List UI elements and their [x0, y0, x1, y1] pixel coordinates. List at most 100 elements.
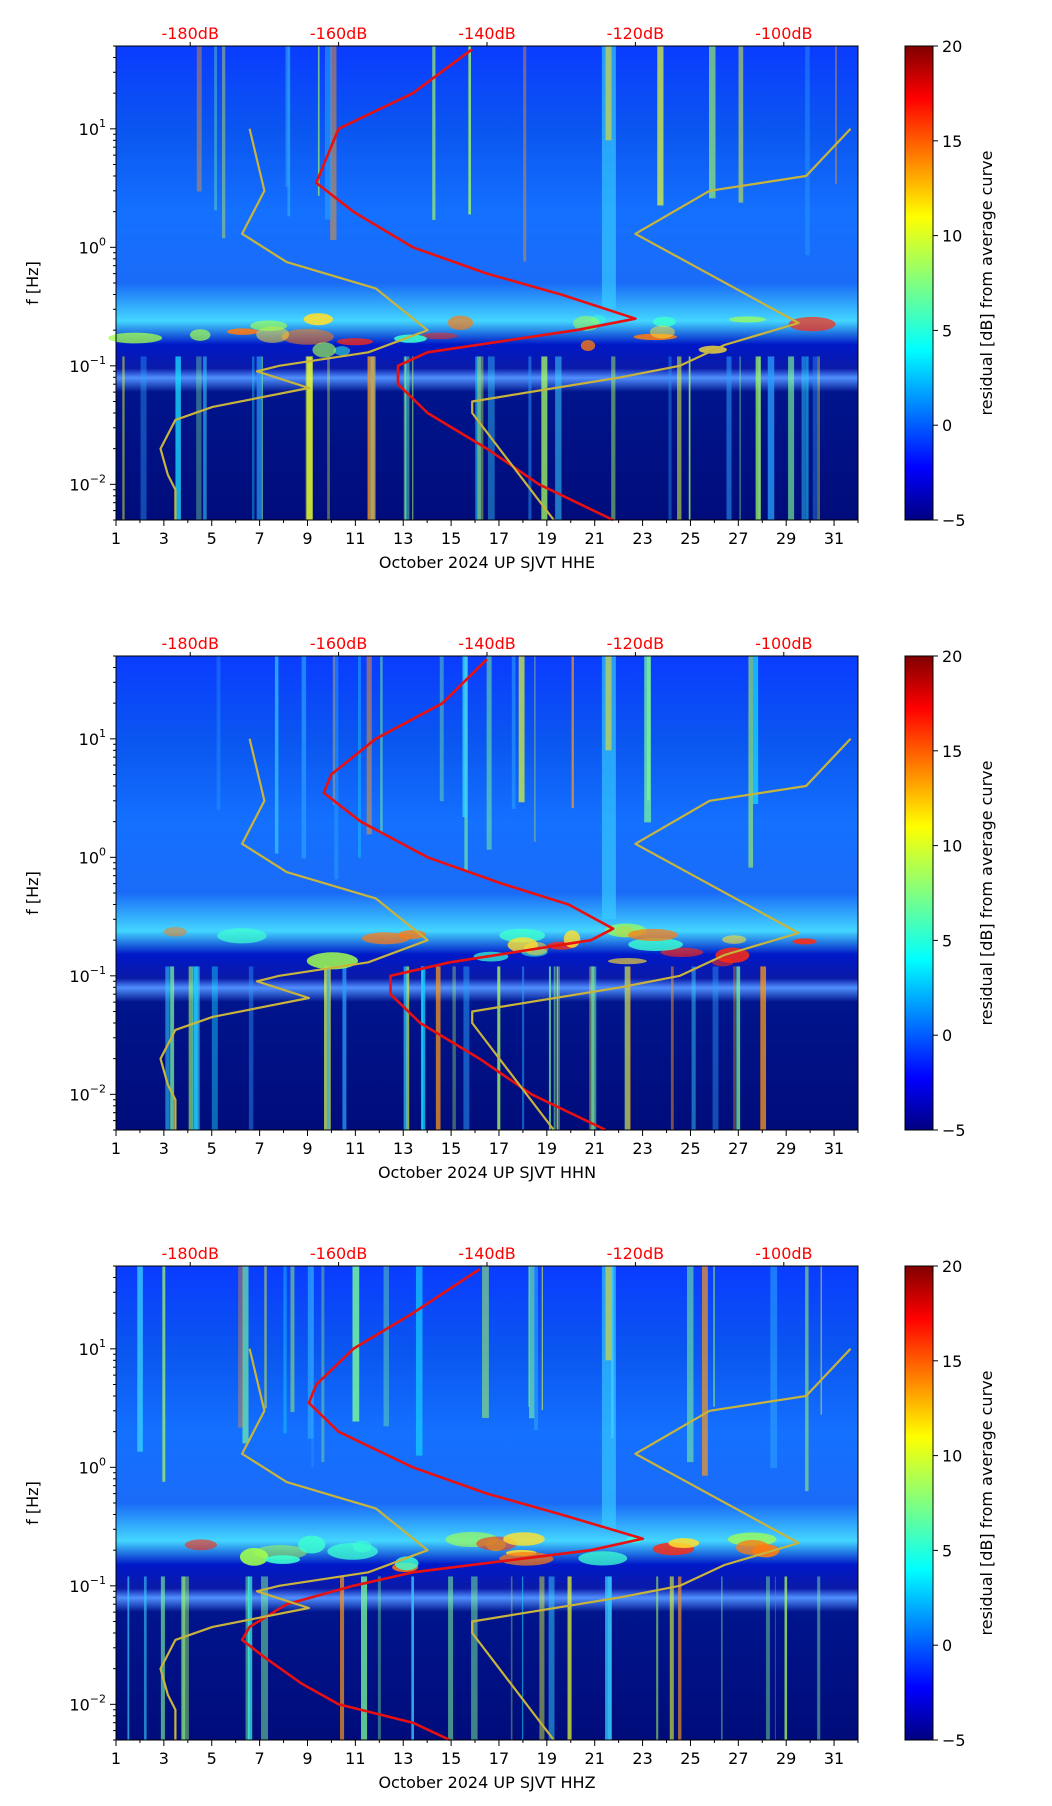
- spectrogram-streak: [411, 1576, 414, 1740]
- spectrogram-streak: [463, 966, 470, 1130]
- spectrogram-streak: [403, 356, 410, 520]
- y-tick-label: 10−1: [69, 964, 106, 986]
- colorbar-tick-label: −5: [942, 1731, 966, 1750]
- y-tick-exponent: 1: [99, 1337, 106, 1350]
- microseism-blob: [578, 1551, 628, 1566]
- y-tick-exponent: 0: [99, 235, 106, 248]
- colorbar-label: residual [dB] from average curve: [977, 761, 996, 1026]
- spectrogram-streak: [801, 356, 805, 520]
- spectrogram-streak: [448, 1576, 454, 1740]
- spectrogram-streak: [196, 356, 202, 520]
- colorbar: [904, 45, 934, 521]
- spectrogram-streak: [143, 1576, 147, 1740]
- spectrogram-streak: [160, 1576, 165, 1740]
- x-tick-label: 5: [207, 1749, 217, 1768]
- colorbar-tick-label: 10: [942, 1447, 962, 1466]
- spectrogram-streak: [211, 966, 218, 1130]
- spectrogram-streak: [548, 1576, 555, 1740]
- microseism-blob: [628, 937, 683, 952]
- microseism-blob: [792, 938, 817, 945]
- x-tick-label: 15: [441, 1749, 461, 1768]
- average-psd-curve: [240, 1268, 645, 1742]
- noise-model-curve: [159, 1348, 429, 1740]
- spectrogram-streak: [668, 356, 672, 520]
- colorbar-label: residual [dB] from average curve: [977, 151, 996, 416]
- y-tick-base: 10: [79, 1458, 99, 1477]
- noise-model-curve: [471, 128, 852, 521]
- spectrogram-streak: [368, 356, 375, 520]
- microseism-blob: [607, 958, 647, 965]
- x-tick-label: 29: [776, 529, 796, 548]
- y-axis-label: f [Hz]: [23, 871, 42, 915]
- spectrogram-streak: [361, 1576, 368, 1740]
- x-tick-label: 11: [345, 529, 365, 548]
- microseism-blob: [333, 346, 351, 356]
- spectrogram-streak: [726, 356, 732, 520]
- spectrogram-streak: [242, 1266, 249, 1444]
- spectrogram-streak: [521, 1576, 524, 1740]
- microseism-blob: [189, 329, 211, 341]
- spectrogram-streak: [770, 1266, 778, 1469]
- spectrogram-streak: [404, 356, 406, 520]
- spectrogram-streak: [321, 1266, 325, 1463]
- spectrogram-streak: [405, 356, 407, 520]
- top-db-tick-label: -180dB: [161, 634, 218, 653]
- y-tick-label: 100: [79, 845, 106, 867]
- microseism-blob: [711, 958, 734, 967]
- spectrogram-streak: [482, 1266, 489, 1418]
- spectrogram-streak: [311, 1266, 314, 1468]
- microseism-blob: [722, 935, 747, 944]
- spectrogram-streak: [367, 356, 370, 520]
- colorbar-tick-label: 5: [942, 1541, 952, 1560]
- y-tick-exponent: 0: [99, 1455, 106, 1468]
- y-tick-label: 100: [79, 235, 106, 257]
- spectrogram-streak: [820, 1266, 823, 1415]
- spectrogram-streak: [192, 966, 198, 1130]
- y-tick-exponent: 1: [99, 117, 106, 130]
- spectrogram-streak: [415, 1266, 423, 1456]
- microseism-blob: [668, 1538, 700, 1549]
- x-tick-label: 9: [302, 1139, 312, 1158]
- microseism-blob: [239, 1547, 269, 1566]
- spectrogram-streak: [624, 966, 631, 1130]
- x-tick-label: 7: [255, 1749, 265, 1768]
- x-tick-label: 1: [111, 1139, 121, 1158]
- y-axis-label: f [Hz]: [23, 1481, 42, 1525]
- microseism-blob: [265, 1555, 301, 1564]
- spectrogram-streak: [601, 656, 616, 920]
- colorbar-tick-label: 0: [942, 1636, 952, 1655]
- spectrogram-streak: [529, 1266, 535, 1419]
- x-axis-label: October 2024 UP SJVT HHZ: [378, 1773, 595, 1792]
- y-tick-exponent: 0: [99, 845, 106, 858]
- spectrogram-streak: [216, 656, 221, 811]
- spectrogram-streak: [196, 46, 202, 192]
- top-db-tick-label: -140dB: [458, 24, 515, 43]
- microseism-blob: [250, 320, 288, 332]
- spectrogram-streak: [539, 1576, 545, 1740]
- x-tick-label: 17: [489, 1139, 509, 1158]
- y-tick-label: 10−2: [69, 1692, 106, 1714]
- spectrogram-streak: [283, 1266, 287, 1434]
- spectrogram-streak: [324, 46, 332, 220]
- spectrogram-streak: [605, 46, 612, 141]
- x-tick-label: 3: [159, 1139, 169, 1158]
- y-tick-base: 10: [79, 848, 99, 867]
- x-tick-label: 7: [255, 529, 265, 548]
- spectrogram-streak: [712, 966, 719, 1130]
- spectrogram-streak: [340, 1576, 345, 1740]
- spectrogram-streak: [290, 1266, 295, 1412]
- y-tick-label: 101: [79, 1337, 106, 1359]
- x-tick-label: 23: [632, 1749, 652, 1768]
- spectrogram-streak: [203, 356, 207, 520]
- y-tick-exponent: −2: [90, 1692, 106, 1705]
- spectrogram-streak: [591, 966, 595, 1130]
- y-tick-base: 10: [69, 1085, 89, 1104]
- spectrogram-streak: [595, 966, 597, 1130]
- x-tick-label: 9: [302, 1749, 312, 1768]
- spectrogram-streak: [755, 356, 761, 520]
- spectrogram-streak: [605, 1266, 612, 1361]
- x-tick-label: 17: [489, 529, 509, 548]
- x-tick-label: 19: [537, 1139, 557, 1158]
- spectrogram-streak: [412, 356, 414, 520]
